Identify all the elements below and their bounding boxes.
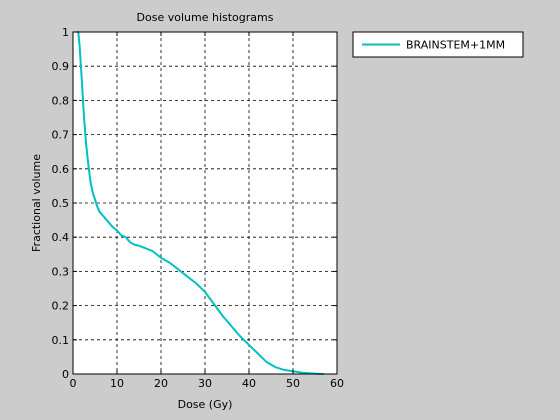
y-axis-label: Fractional volume bbox=[30, 154, 43, 252]
y-tick-label: 0.9 bbox=[52, 60, 70, 73]
y-tick-label: 0.1 bbox=[52, 334, 70, 347]
axis-ticks: 0 10 20 30 40 50 60 0 0.1 0.2 0.3 0.4 0.5 0.6 0.7 0.8 0.… bbox=[52, 26, 345, 390]
y-tick-label: 0.7 bbox=[52, 129, 70, 142]
series-line-0 bbox=[76, 31, 324, 375]
x-tick-label: 0 bbox=[70, 377, 77, 390]
y-tick-label: 0.8 bbox=[52, 94, 70, 107]
y-tick-label: 0.5 bbox=[52, 197, 70, 210]
y-tick-label: 0.6 bbox=[52, 163, 70, 176]
y-tick-label: 0.4 bbox=[52, 231, 70, 244]
x-tick-label: 50 bbox=[286, 377, 300, 390]
x-tick-label: 10 bbox=[110, 377, 124, 390]
y-tick-label: 0 bbox=[62, 368, 69, 381]
x-tick-label: 30 bbox=[198, 377, 212, 390]
x-tick-label: 60 bbox=[330, 377, 344, 390]
y-tick-label: 0.2 bbox=[52, 300, 70, 313]
grid-lines bbox=[73, 32, 337, 374]
chart-title: Dose volume histograms bbox=[137, 11, 274, 24]
series-lines bbox=[76, 31, 324, 375]
x-tick-label: 20 bbox=[154, 377, 168, 390]
y-tick-label: 1 bbox=[62, 26, 69, 39]
x-tick-label: 40 bbox=[242, 377, 256, 390]
x-axis-label: Dose (Gy) bbox=[178, 398, 233, 411]
legend-label-brainstem: BRAINSTEM+1MM bbox=[406, 39, 505, 52]
legend: BRAINSTEM+1MM bbox=[352, 31, 524, 58]
y-tick-label: 0.3 bbox=[52, 265, 70, 278]
